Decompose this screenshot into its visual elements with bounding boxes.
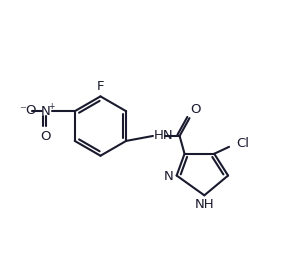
Text: ⁻O: ⁻O: [20, 104, 37, 117]
Text: NH: NH: [194, 198, 214, 211]
Text: N: N: [41, 105, 51, 118]
Text: HN: HN: [154, 129, 173, 143]
Text: Cl: Cl: [236, 137, 249, 150]
Text: +: +: [48, 102, 54, 111]
Text: N: N: [164, 170, 174, 183]
Text: O: O: [190, 103, 201, 116]
Text: F: F: [97, 81, 104, 93]
Text: O: O: [40, 130, 50, 143]
